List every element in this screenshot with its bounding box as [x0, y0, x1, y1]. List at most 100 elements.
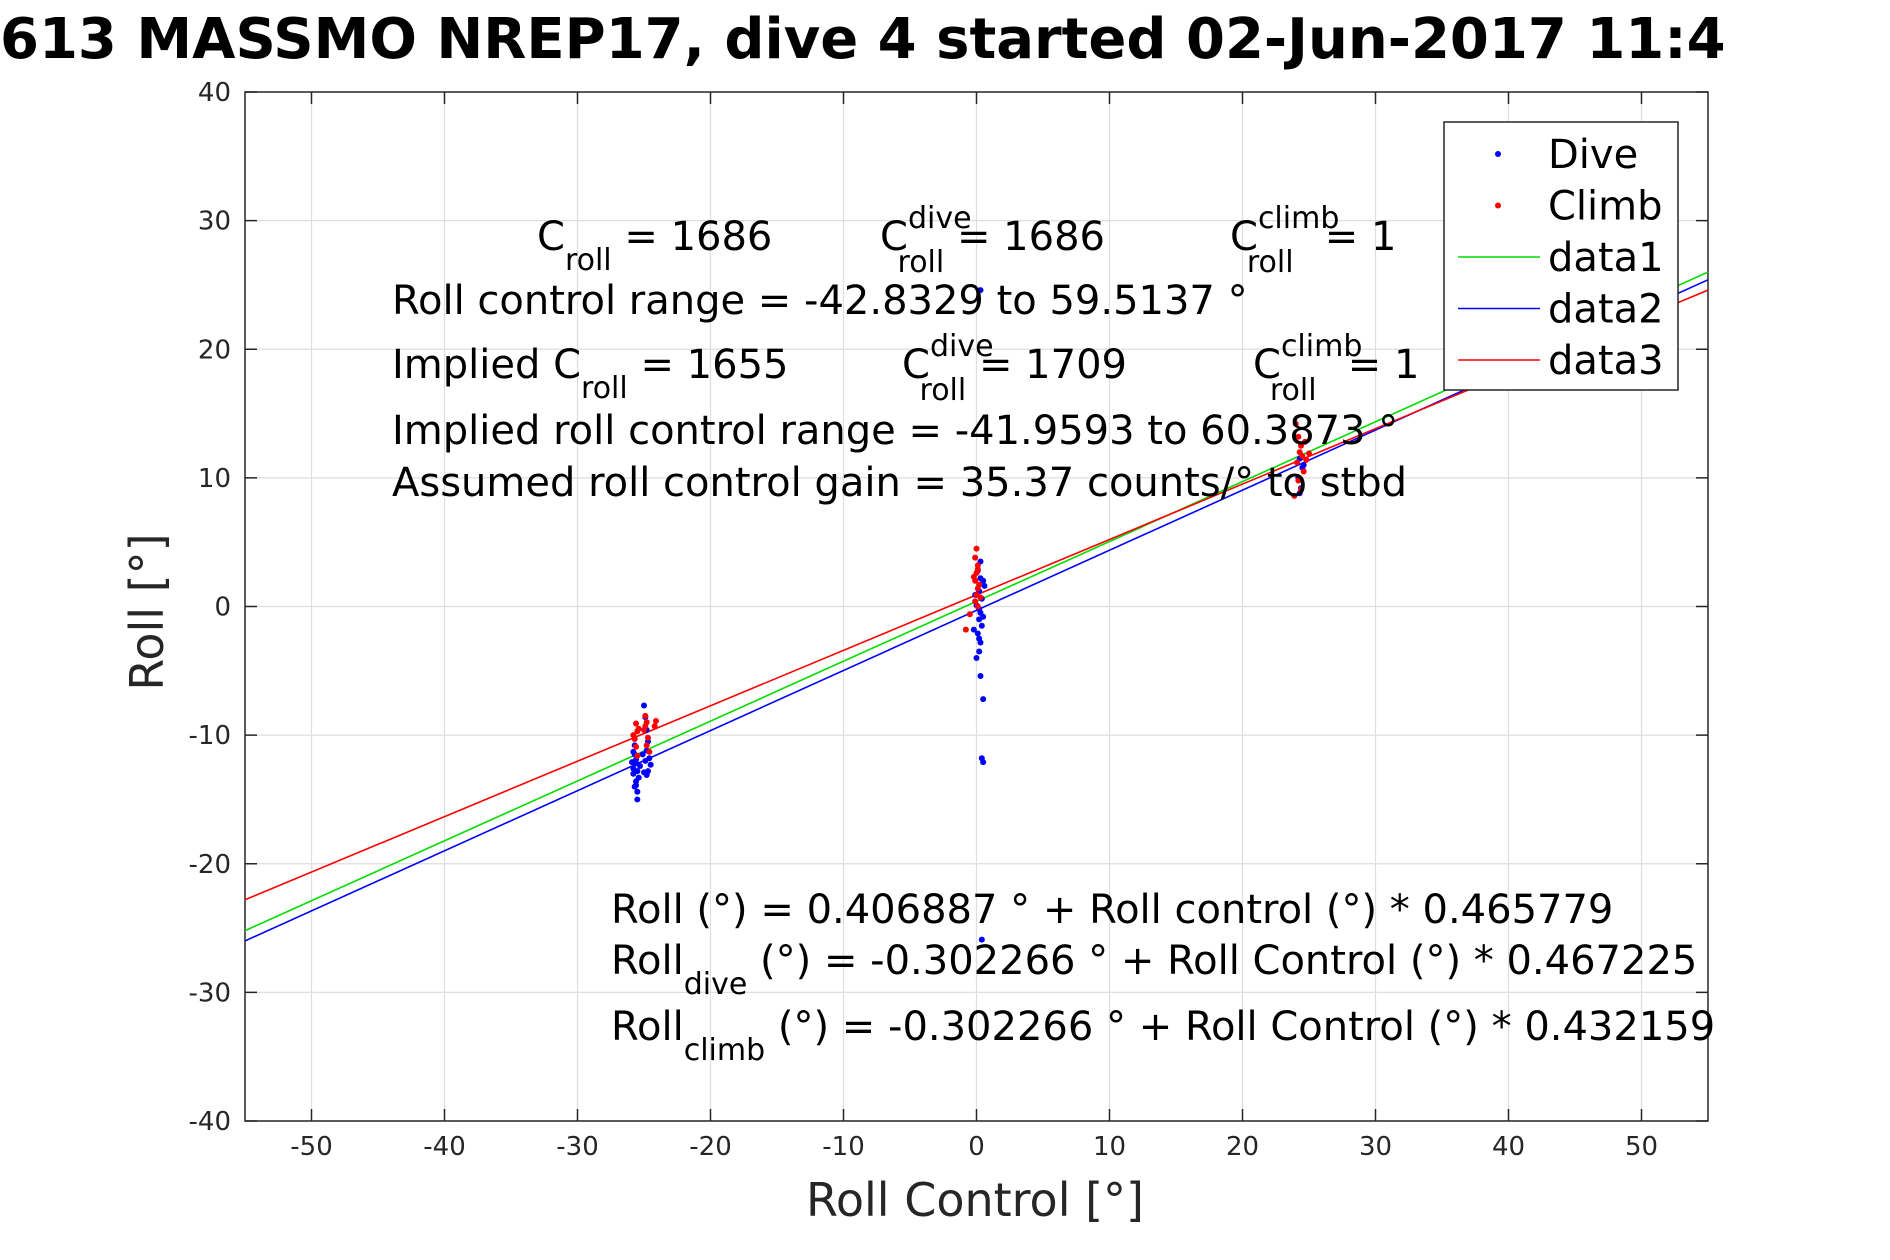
- x-tick-label: -20: [689, 1132, 731, 1162]
- climb-point: [962, 626, 969, 633]
- dive-point: [976, 648, 983, 655]
- x-tick-label: -50: [290, 1132, 332, 1162]
- plot-border: [244, 91, 1709, 1122]
- x-tick-label: 0: [968, 1132, 985, 1162]
- legend-label: data1: [1548, 235, 1664, 281]
- annotations: Croll = 1686 Cdive roll = 1686 Cclimb roll =…: [392, 201, 1715, 1068]
- y-tick-label: 20: [198, 335, 231, 365]
- dive-point: [981, 582, 988, 589]
- c-roll-annotation: Croll = 1686: [537, 214, 772, 278]
- dive-point: [980, 759, 987, 766]
- x-tick-label: -40: [423, 1132, 465, 1162]
- legend-marker-dive: [1495, 151, 1501, 157]
- roll-gain-text: Assumed roll control gain = 35.37 counts…: [392, 460, 1407, 506]
- fit-equation-climb: Rollclimb (°) = -0.302266 ° + Roll Contr…: [611, 1004, 1715, 1068]
- climb-point: [643, 742, 650, 749]
- fit-equation-all: Roll (°) = 0.406887 ° + Roll control (°)…: [611, 887, 1613, 933]
- climb-point: [651, 723, 658, 730]
- dive-point: [978, 936, 985, 943]
- dive-point: [630, 765, 637, 772]
- x-tick-label: 30: [1359, 1132, 1392, 1162]
- implied-c-roll-annotation: Implied Croll = 1655: [392, 342, 788, 406]
- dive-point: [1300, 462, 1307, 469]
- dive-point: [970, 626, 977, 633]
- climb-point: [652, 717, 659, 724]
- dive-point: [646, 755, 653, 762]
- dive-point: [644, 768, 651, 775]
- climb-point: [972, 598, 979, 605]
- climb-point: [1299, 453, 1306, 460]
- c-roll-annotation: Cdive roll = 1686: [880, 201, 1105, 280]
- climb-point: [644, 734, 651, 741]
- x-tick-labels: -50 -40 -30 -20 -10 0 10 20 30 40 50: [290, 1132, 1658, 1162]
- legend-box: [1443, 121, 1679, 391]
- y-axis-label: Roll [°]: [120, 533, 174, 690]
- y-tick-label: 40: [198, 78, 231, 108]
- climb-point: [1298, 486, 1305, 493]
- x-axis-label: Roll Control [°]: [806, 1173, 1144, 1227]
- dive-point: [635, 774, 642, 781]
- x-tick-label: -10: [822, 1132, 864, 1162]
- climb-point: [977, 594, 984, 601]
- climb-point: [973, 545, 980, 552]
- x-tick-label: -30: [556, 1132, 598, 1162]
- climb-point: [646, 748, 653, 755]
- x-tick-label: 40: [1492, 1132, 1525, 1162]
- legend-label: data3: [1548, 338, 1664, 384]
- y-tick-label: -10: [189, 721, 231, 751]
- climb-point: [1298, 442, 1305, 449]
- dive-point: [980, 613, 987, 620]
- implied-c-roll-annotation: Cclimb roll = 1: [1253, 329, 1419, 408]
- climb-point: [1302, 438, 1309, 445]
- climb-point: [974, 566, 981, 573]
- implied-c-roll-annotation: Cdive roll = 1709: [902, 329, 1127, 408]
- climb-point: [1292, 420, 1299, 427]
- dive-point: [974, 630, 981, 637]
- implied-range-text: Implied roll control range = -41.9593 to…: [392, 408, 1398, 454]
- climb-point: [634, 752, 641, 759]
- climb-point: [1295, 433, 1302, 440]
- climb-point: [633, 743, 640, 750]
- legend-label: data2: [1548, 287, 1664, 333]
- dive-point: [976, 635, 983, 642]
- climb-point: [970, 573, 977, 580]
- fit-equation-dive: Rolldive (°) = -0.302266 ° + Roll Contro…: [611, 938, 1697, 1002]
- y-tick-label: -40: [189, 1107, 231, 1137]
- y-tick-label: -30: [189, 978, 231, 1008]
- dive-point: [641, 702, 647, 709]
- dive-point: [977, 575, 984, 582]
- c-roll-annotation: Cclimb roll = 1: [1230, 201, 1396, 280]
- x-tick-label: 50: [1625, 1132, 1658, 1162]
- climb-point: [1300, 468, 1307, 475]
- chart-title: 613 MASSMO NREP17, dive 4 started 02-Jun…: [0, 7, 1726, 72]
- climb-point: [1303, 456, 1310, 463]
- y-tick-labels: -40 -30 -20 -10 0 10 20 30 40: [189, 78, 231, 1137]
- dive-point: [633, 782, 640, 789]
- dive-point: [639, 751, 646, 758]
- dive-point: [637, 762, 644, 769]
- x-tick-label: 20: [1226, 1132, 1259, 1162]
- climb-point: [1306, 450, 1312, 457]
- climb-point: [630, 732, 637, 739]
- dive-point: [978, 622, 985, 629]
- dive-point: [973, 654, 980, 661]
- dive-point: [634, 796, 641, 803]
- scatter-points: [629, 287, 1312, 943]
- y-tick-label: -20: [189, 850, 231, 880]
- dive-point: [980, 696, 987, 703]
- y-tick-label: 0: [214, 593, 231, 623]
- legend-marker-climb: [1495, 202, 1501, 209]
- roll-control-range-text: Roll control range = -42.8329 to 59.5137…: [392, 278, 1248, 324]
- climb-point: [642, 712, 649, 719]
- dive-point: [977, 287, 984, 294]
- y-tick-label: 10: [198, 464, 231, 494]
- climb-point: [972, 554, 979, 561]
- climb-point: [1294, 459, 1301, 466]
- legend: Dive Climb data1 data2 data3: [1443, 121, 1679, 391]
- dive-point: [977, 672, 984, 679]
- dive-point: [629, 759, 636, 766]
- climb-point: [974, 603, 981, 610]
- climb-point: [1295, 477, 1302, 484]
- climb-point: [976, 581, 983, 588]
